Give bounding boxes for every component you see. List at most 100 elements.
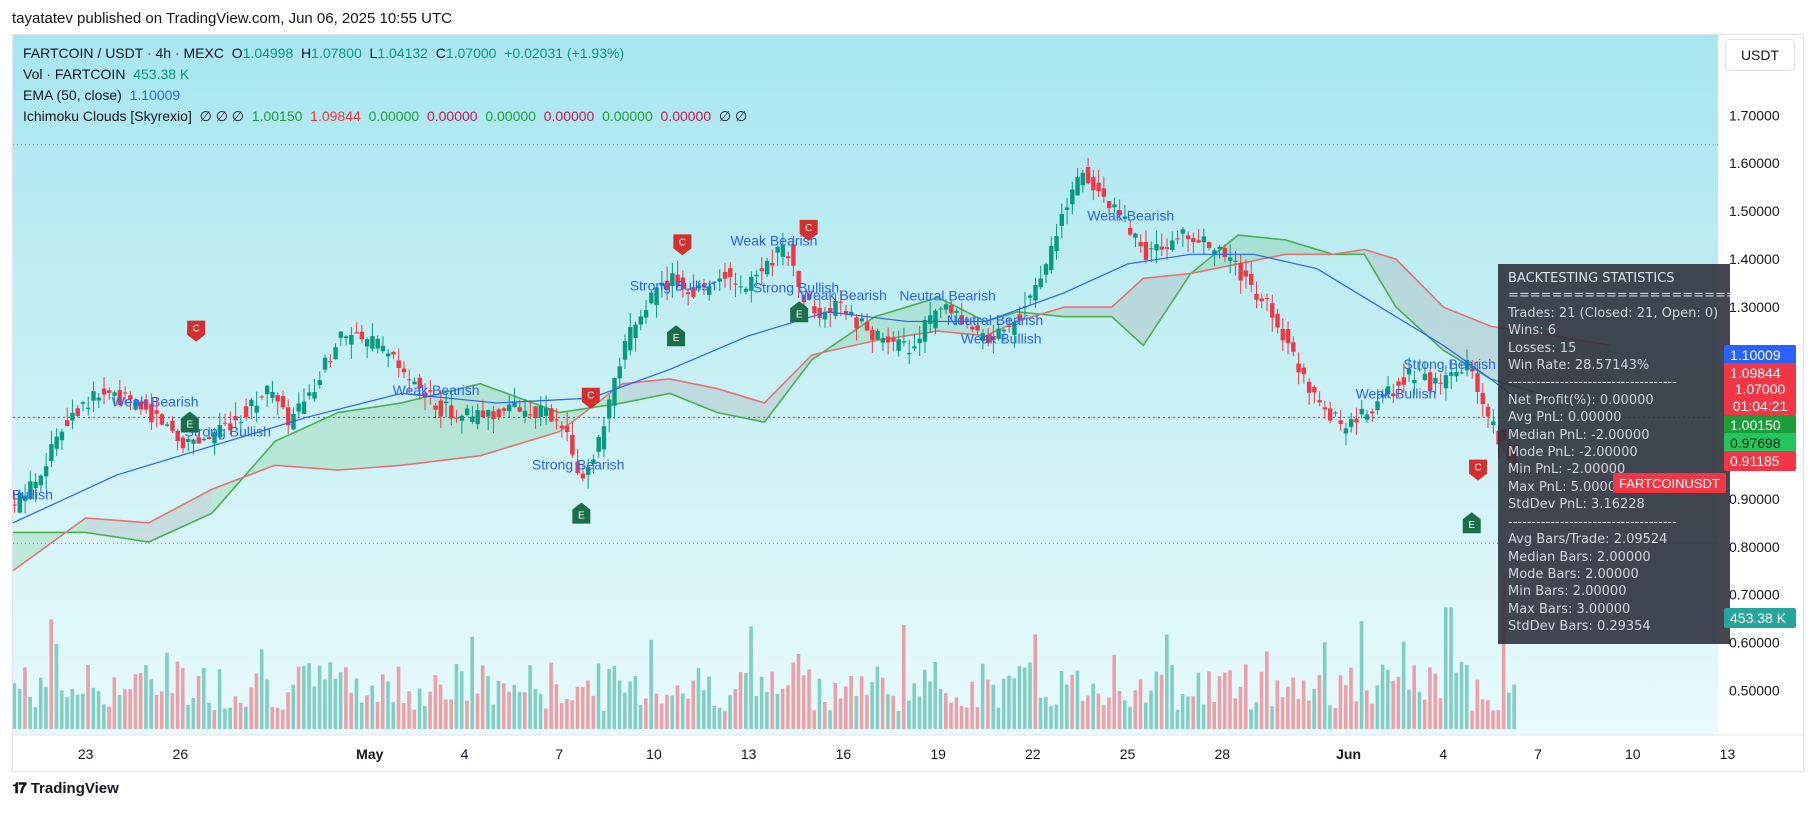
legend-symbol: FARTCOIN / USDT · 4h · MEXC (23, 45, 224, 61)
volume-bar (870, 682, 874, 729)
volume-bar (680, 693, 685, 729)
volume-bar (701, 690, 706, 729)
svg-text:E: E (1468, 520, 1475, 531)
candle-body (107, 390, 112, 393)
legend-volume-row[interactable]: Vol · FARTCOIN 453.38 K (23, 64, 747, 85)
volume-bar (523, 692, 527, 729)
candle-body (885, 336, 891, 343)
volume-bar (996, 707, 1001, 729)
volume-bar (449, 699, 453, 729)
candle-body (654, 287, 659, 305)
legend-ichimoku-v6: 0.00000 (543, 108, 595, 124)
volume-bar (696, 668, 701, 729)
candle-body (91, 391, 96, 401)
volume-bar (91, 687, 96, 729)
volume-bar (1301, 680, 1306, 729)
legend-ohlc-row[interactable]: FARTCOIN / USDT · 4h · MEXC O1.04998 H1.… (23, 43, 747, 64)
volume-bar (365, 695, 369, 729)
candle-body (833, 300, 838, 316)
volume-bar (970, 681, 974, 729)
volume-bar (391, 702, 396, 729)
volume-bar (1122, 700, 1127, 729)
volume-bar (212, 709, 217, 729)
volume-bar (986, 679, 990, 729)
volume-bar (1054, 704, 1059, 729)
volume-bar (302, 666, 306, 729)
y-tick-label: 0.90000 (1729, 491, 1780, 507)
legend-ichimoku-v7: 0.00000 (602, 108, 653, 124)
volume-bar (191, 697, 196, 729)
volume-bar (791, 662, 796, 729)
candle-body (649, 292, 654, 304)
volume-bar (459, 671, 464, 729)
candle-body (628, 327, 633, 351)
legend-ichimoku-v3: 0.00000 (368, 108, 420, 124)
candle-body (370, 336, 375, 349)
cloud-fill (1395, 259, 1444, 351)
volume-bar (891, 695, 895, 729)
candle-body (822, 311, 828, 320)
svg-text:E: E (186, 420, 193, 431)
x-tick-label: 25 (1120, 746, 1136, 762)
candle-body (980, 333, 986, 342)
volume-bar (1238, 686, 1243, 729)
volume-bar (123, 689, 127, 729)
volume-bar (1359, 621, 1364, 729)
stats-line: Min Bars: 2.00000 (1508, 584, 1627, 600)
volume-bar (544, 708, 548, 729)
candle-body (86, 407, 91, 409)
candle-body (296, 403, 301, 412)
candle-body (854, 317, 859, 329)
stats-line: Min PnL: -2.00000 (1508, 462, 1626, 478)
volume-bar (1459, 662, 1464, 729)
svg-text:E: E (796, 309, 803, 320)
y-tick-label: 0.50000 (1729, 683, 1780, 699)
candle-body (680, 277, 686, 289)
legend-ichimoku-row[interactable]: Ichimoku Clouds [Skyrexio] ∅ ∅ ∅ 1.00150… (23, 106, 747, 127)
tradingview-logo-text: TradingView (30, 780, 119, 797)
candle-body (1117, 210, 1122, 216)
volume-bar (128, 689, 132, 729)
volume-bar (1312, 689, 1316, 729)
volume-bar (775, 693, 780, 729)
stats-line: Avg PnL: 0.00000 (1508, 410, 1622, 426)
legend-close: 1.07000 (445, 45, 497, 61)
volume-bar (686, 698, 690, 729)
volume-price-tag: 453.38 K (1724, 608, 1796, 628)
candle-body (207, 437, 212, 440)
x-tick-label: 7 (1534, 746, 1542, 762)
signal-label: Weak Bullish (961, 331, 1042, 347)
svg-text:C: C (587, 391, 594, 402)
volume-bar (1386, 669, 1390, 729)
candle-body (301, 401, 307, 414)
last-price: 1.07000 (1734, 381, 1786, 397)
candle-body (307, 392, 312, 396)
volume-bar (512, 684, 517, 729)
candle-body (638, 316, 643, 325)
volume-bar (549, 662, 553, 729)
trade-entry-marker: E (572, 502, 591, 524)
candle-body (1243, 270, 1249, 277)
candle-body (496, 409, 501, 417)
candle-body (412, 381, 417, 385)
volume-bar (759, 676, 764, 729)
volume-bar (854, 695, 859, 729)
tradingview-logo[interactable]: 𝟏𝟕 TradingView (12, 780, 119, 797)
volume-bar (401, 702, 406, 729)
legend-ema-row[interactable]: EMA (50, close) 1.10009 (23, 85, 747, 106)
candle-body (1159, 246, 1164, 250)
currency-button[interactable]: USDT (1725, 39, 1795, 71)
y-tick-label: 1.50000 (1729, 203, 1780, 219)
volume-bar (423, 705, 427, 729)
volume-bar (822, 701, 827, 729)
candle-body (1233, 260, 1238, 262)
volume-bar (691, 680, 696, 729)
candle-body (785, 256, 791, 259)
volume-bar (738, 672, 743, 729)
cloud-fill (275, 412, 339, 471)
candle-body (449, 405, 454, 419)
candle-body (22, 495, 28, 501)
svg-text:C: C (1474, 463, 1481, 474)
candle-body (328, 361, 333, 363)
